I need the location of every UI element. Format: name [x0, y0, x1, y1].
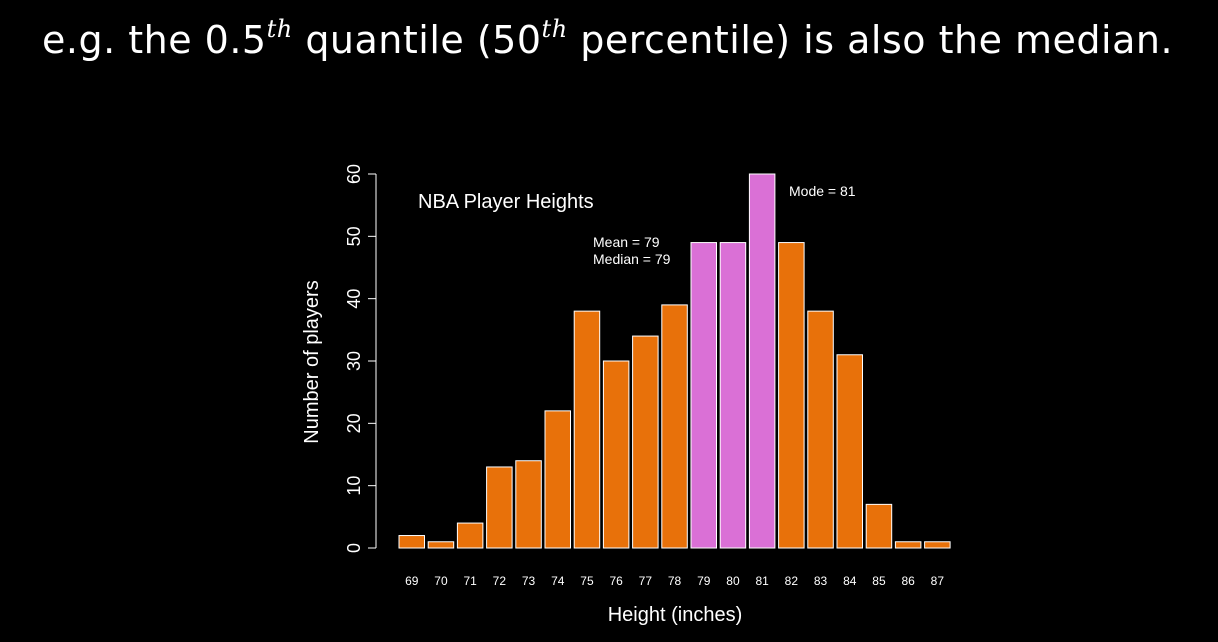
x-tick-label-79: 79	[697, 574, 711, 588]
x-tick-label-73: 73	[522, 574, 536, 588]
headline-part-2: quantile (50	[292, 18, 542, 62]
bar-69	[398, 535, 425, 549]
x-tick-label-76: 76	[609, 574, 623, 588]
y-tick-label-0: 0	[344, 543, 364, 553]
y-tick-label-20: 20	[344, 413, 364, 433]
x-tick-label-75: 75	[580, 574, 594, 588]
bar-76	[602, 360, 630, 549]
bar-85	[865, 503, 893, 549]
headline-part-3: percentile) is also the median.	[567, 18, 1174, 62]
y-axis-label: Number of players	[301, 280, 323, 443]
slide-headline: e.g. the 0.5th quantile (50th percentile…	[42, 15, 1174, 62]
x-tick-labels: 69 70 71 72 73 74 75 76 77 78 79 80 81 82 83 84 85 86 87	[405, 574, 944, 588]
bar-72	[486, 466, 513, 549]
bar-81	[748, 173, 776, 549]
bars-group	[398, 173, 951, 549]
x-tick-label-70: 70	[434, 574, 448, 588]
chart-title: NBA Player Heights	[418, 191, 594, 213]
bar-83	[807, 310, 834, 549]
x-tick-label-86: 86	[901, 574, 915, 588]
bar-79	[690, 242, 717, 549]
bar-80	[719, 242, 747, 549]
mode-annotation: Mode = 81	[789, 183, 856, 199]
x-tick-label-69: 69	[405, 574, 419, 588]
bar-71	[456, 522, 484, 549]
bar-70	[427, 541, 455, 549]
headline-superscript-2: th	[541, 15, 568, 43]
x-tick-label-71: 71	[463, 574, 477, 588]
x-tick-label-72: 72	[493, 574, 507, 588]
y-tick-label-50: 50	[344, 226, 364, 246]
x-tick-label-74: 74	[551, 574, 565, 588]
y-tick-label-10: 10	[344, 476, 364, 496]
y-tick-label-30: 30	[344, 351, 364, 371]
y-tick-label-40: 40	[344, 289, 364, 309]
bar-75	[573, 310, 601, 549]
x-tick-label-81: 81	[755, 574, 769, 588]
median-annotation: Median = 79	[593, 251, 671, 267]
bar-82	[778, 242, 805, 549]
mean-annotation: Mean = 79	[593, 234, 660, 250]
headline-superscript-1: th	[266, 15, 293, 43]
y-tick-label-60: 60	[344, 164, 364, 184]
x-tick-label-77: 77	[639, 574, 653, 588]
bar-87	[924, 541, 951, 549]
x-tick-label-78: 78	[668, 574, 682, 588]
bar-78	[661, 304, 688, 549]
y-axis: 0 10 20 30 40 50 60	[344, 164, 377, 553]
x-axis-label: Height (inches)	[608, 604, 743, 626]
x-tick-label-83: 83	[814, 574, 828, 588]
bar-74	[544, 410, 571, 549]
bar-84	[836, 354, 863, 549]
x-tick-label-80: 80	[726, 574, 740, 588]
x-tick-label-85: 85	[872, 574, 886, 588]
bar-86	[894, 541, 922, 549]
bar-77	[632, 335, 659, 549]
x-tick-label-84: 84	[843, 574, 857, 588]
x-tick-label-87: 87	[931, 574, 945, 588]
bar-73	[515, 460, 542, 549]
headline-part-1: e.g. the 0.5	[42, 18, 267, 62]
x-tick-label-82: 82	[785, 574, 799, 588]
